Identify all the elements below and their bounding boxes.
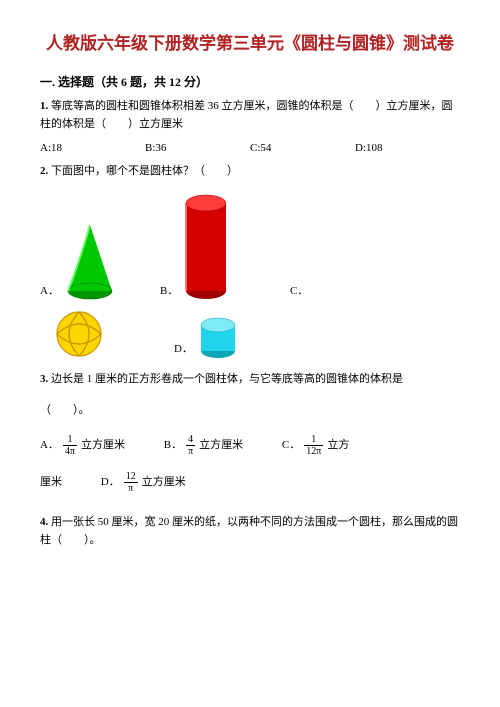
opt-label: A． [40, 437, 59, 455]
fraction-icon: 1 12π [304, 434, 323, 457]
question-3: 3. 边长是 1 厘米的正方形卷成一个圆柱体，与它等底等高的圆锥体的体积是 [40, 371, 460, 389]
q2-label-a: A． [40, 283, 59, 301]
opt-tail: 立方厘米 [199, 437, 243, 455]
cylinder-cyan-icon [199, 317, 237, 359]
q2-figures: A． B． C． [40, 193, 460, 359]
section-multiple-choice-header: 一. 选择题（共 6 题，共 12 分） [40, 73, 460, 92]
q3-opt-d[interactable]: D． 12 π 立方厘米 [101, 471, 186, 494]
q1-options: A:18 B:36 C:54 D:108 [40, 140, 460, 158]
opt-tail: 立方厘米 [81, 437, 125, 455]
opt-label: B． [164, 437, 182, 455]
q3-stem: 边长是 1 厘米的正方形卷成一个圆柱体，与它等底等高的圆锥体的体积是 [48, 373, 403, 385]
q2-label-d: D． [174, 341, 193, 359]
opt-tail: 立方厘米 [142, 474, 186, 492]
question-1: 1. 等底等高的圆柱和圆锥体积相差 36 立方厘米，圆锥的体积是（ ）立方厘米，… [40, 98, 460, 133]
opt-tail: 厘米 [40, 474, 62, 492]
question-4: 4. 用一张长 50 厘米，宽 20 厘米的纸，以两种不同的方法围成一个圆柱，那… [40, 514, 460, 549]
q4-stem: 用一张长 50 厘米，宽 20 厘米的纸，以两种不同的方法围成一个圆柱，那么围成… [40, 516, 458, 546]
q1-opt-a[interactable]: A:18 [40, 140, 145, 158]
q1-number: 1. [40, 100, 48, 112]
q1-opt-b[interactable]: B:36 [145, 140, 250, 158]
q2-label-c: C． [290, 283, 308, 301]
q1-opt-c[interactable]: C:54 [250, 140, 355, 158]
q3-number: 3. [40, 373, 48, 385]
q3-opt-b[interactable]: B． 4 π 立方厘米 [164, 434, 243, 457]
q1-opt-d[interactable]: D:108 [355, 140, 460, 158]
opt-label: D． [101, 474, 120, 492]
cone-icon [65, 223, 115, 301]
q2-label-b: B． [160, 283, 178, 301]
q3-options-row2: 厘米 D． 12 π 立方厘米 [40, 471, 460, 494]
fraction-icon: 4 π [186, 434, 195, 457]
sphere-icon [54, 309, 104, 359]
fraction-icon: 12 π [124, 471, 138, 494]
q3-options-row1: A． 1 4π 立方厘米 B． 4 π 立方厘米 C． 1 12π 立方 [40, 434, 460, 457]
q3-stem-tail: （ ）。 [40, 402, 460, 420]
fraction-icon: 1 4π [63, 434, 77, 457]
q4-number: 4. [40, 516, 48, 528]
q2-number: 2. [40, 165, 48, 177]
cylinder-red-icon [184, 193, 228, 301]
q2-stem: 下面图中，哪个不是圆柱体？（ ） [48, 165, 238, 177]
page-title: 人教版六年级下册数学第三单元《圆柱与圆锥》测试卷 [40, 30, 460, 57]
q3-opt-a[interactable]: A． 1 4π 立方厘米 [40, 434, 125, 457]
opt-tail: 立方 [327, 437, 349, 455]
q3-opt-c-cont: 厘米 [40, 474, 62, 492]
opt-label: C． [282, 437, 300, 455]
question-2: 2. 下面图中，哪个不是圆柱体？（ ） [40, 163, 460, 181]
q1-stem: 等底等高的圆柱和圆锥体积相差 36 立方厘米，圆锥的体积是（ ）立方厘米，圆柱的… [40, 100, 453, 130]
q3-opt-c[interactable]: C． 1 12π 立方 [282, 434, 349, 457]
